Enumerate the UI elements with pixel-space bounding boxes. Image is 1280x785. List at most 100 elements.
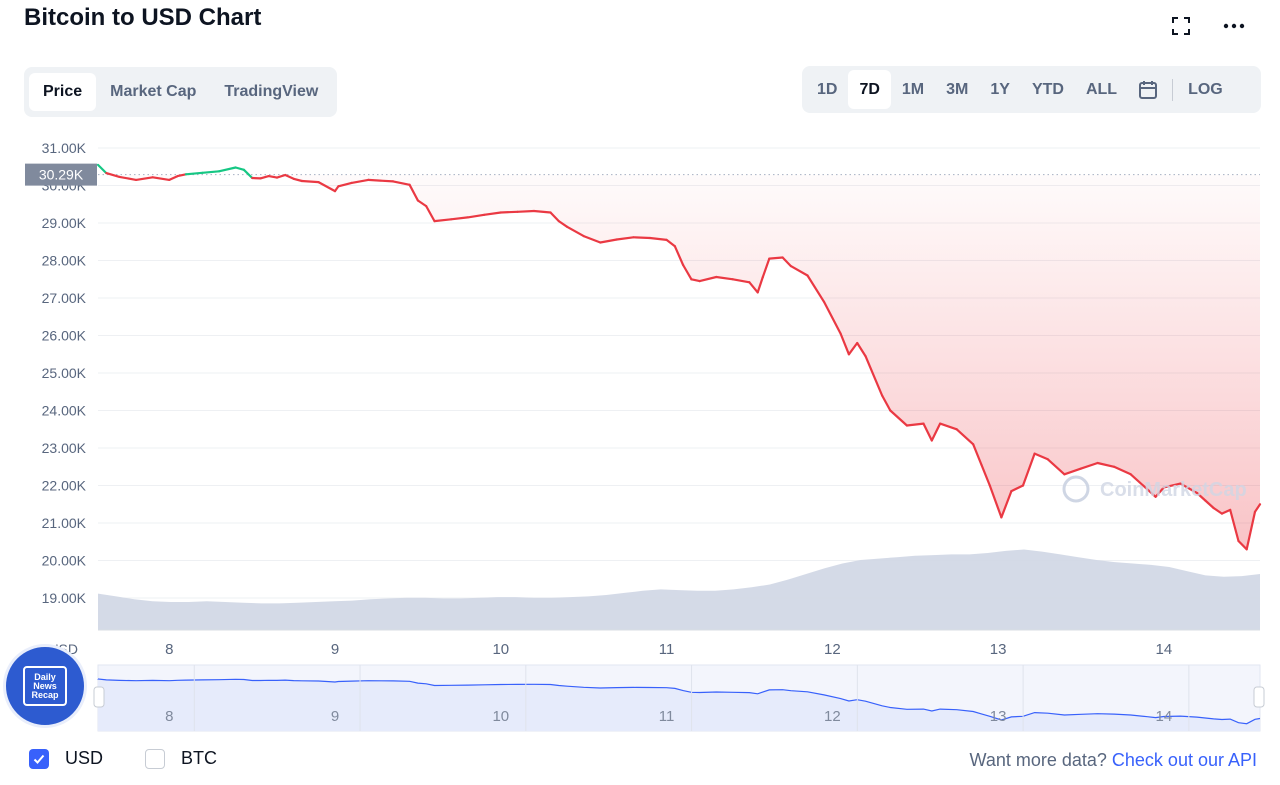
price-line-segment — [350, 178, 370, 184]
price-line-segment — [615, 236, 635, 241]
current-price-tag — [25, 163, 97, 186]
price-line-segment — [781, 256, 793, 268]
price-line-segment — [176, 173, 187, 178]
price-line-segment — [516, 209, 536, 213]
legend-usd[interactable]: USD — [29, 748, 103, 769]
usd-checkbox[interactable] — [29, 748, 49, 769]
price-line-segment — [1046, 458, 1066, 476]
navigator-line — [97, 678, 1261, 725]
price-line-segment — [416, 199, 428, 208]
price-line-segment — [1162, 482, 1182, 489]
price-line-segment — [275, 173, 287, 179]
y-tick-label: 21.00K — [42, 515, 87, 531]
range-divider — [1172, 78, 1174, 101]
x-tick-label: 14 — [1156, 641, 1173, 658]
price-line-segment — [549, 211, 560, 223]
price-line-segment — [118, 175, 138, 181]
price-line-segment — [632, 236, 652, 240]
price-line-segment — [1033, 452, 1049, 461]
price-line-segment — [425, 205, 436, 223]
price-line-segment — [151, 176, 171, 181]
api-link[interactable]: Check out our API — [1111, 750, 1257, 770]
price-line-segment — [337, 181, 353, 188]
y-tick-label: 31.00K — [42, 140, 87, 156]
range-1y[interactable]: 1Y — [990, 80, 1010, 98]
price-line-segment — [1096, 461, 1116, 468]
price-line-segment — [565, 225, 585, 238]
price-line-segment — [392, 180, 411, 186]
price-line-segment — [259, 175, 270, 180]
more-horizontal-icon[interactable] — [1220, 12, 1248, 40]
price-line-segment — [1063, 467, 1083, 476]
price-line-segment — [1010, 484, 1025, 493]
price-line-segment — [300, 179, 320, 184]
navigator-tick-label: 9 — [331, 708, 339, 725]
fullscreen-icon[interactable] — [1167, 12, 1195, 40]
calendar-icon[interactable] — [1128, 70, 1168, 109]
legend-btc[interactable]: BTC — [145, 748, 217, 769]
tab-price[interactable]: Price — [29, 73, 97, 111]
range-ytd[interactable]: YTD — [1031, 80, 1064, 98]
btc-checkbox[interactable] — [145, 748, 165, 769]
y-tick-label: 29.00K — [42, 215, 87, 231]
range-3m[interactable]: 3M — [946, 80, 969, 98]
navigator-tick-label: 8 — [165, 708, 173, 725]
price-line-segment — [105, 172, 121, 178]
price-line-segment — [1112, 465, 1132, 476]
price-line-segment — [450, 216, 469, 221]
price-line-segment — [1237, 539, 1248, 551]
price-line-segment — [806, 274, 826, 303]
range-all[interactable]: ALL — [1085, 80, 1118, 98]
tab-market-cap[interactable]: Market Cap — [110, 83, 197, 100]
navigator-tick-label: 11 — [659, 708, 675, 725]
price-line-segment — [690, 278, 701, 283]
price-line-segment — [217, 166, 237, 173]
price-line-segment — [880, 394, 892, 412]
price-line-segment — [681, 263, 693, 281]
coinmarketcap-watermark: CoinMarketCap — [1100, 479, 1247, 501]
price-line-segment — [582, 235, 602, 244]
price-line-segment — [599, 238, 618, 244]
price-line-segment — [756, 276, 764, 294]
y-tick-label: 28.00K — [42, 253, 87, 269]
x-tick-label: 8 — [165, 641, 173, 658]
price-line-segment — [922, 422, 933, 442]
price-line-segment — [532, 209, 552, 214]
price-line-segment — [317, 181, 337, 193]
price-line-segment — [768, 256, 784, 260]
price-line-segment — [1146, 488, 1157, 498]
price-line-segment — [980, 463, 991, 487]
navigator-right-handle[interactable] — [1253, 686, 1265, 708]
navigator-tick-label: 14 — [1156, 708, 1173, 725]
y-tick-label: 20.00K — [42, 553, 87, 569]
log-toggle[interactable]: LOG — [1188, 80, 1223, 98]
price-line-segment — [1079, 461, 1099, 470]
range-1d[interactable]: 1D — [817, 80, 838, 98]
price-line-segment — [698, 275, 718, 283]
price-line-segment — [201, 170, 221, 174]
price-line-segment — [789, 265, 809, 277]
api-promo: Want more data? Check out our API — [970, 750, 1258, 771]
price-line-segment — [168, 175, 179, 181]
api-prefix: Want more data? — [969, 750, 1112, 770]
price-line-segment — [847, 341, 859, 356]
price-line-segment — [433, 218, 453, 223]
time-range-selector: 1D 7D 1M 3M 1Y YTD ALL LOG — [802, 66, 1261, 113]
price-line-segment — [822, 300, 842, 335]
price-line-segment — [96, 163, 108, 175]
price-line-segment — [930, 422, 942, 442]
price-line-segment — [648, 236, 668, 241]
price-chart[interactable]: 31.00K30.00K29.00K28.00K27.00K26.00K25.0… — [0, 0, 1280, 745]
x-tick-label: 12 — [824, 641, 841, 658]
price-line-segment — [1179, 482, 1199, 495]
y-tick-label: 26.00K — [42, 328, 87, 344]
price-line-segment — [955, 428, 975, 446]
navigator-left-handle[interactable] — [93, 686, 105, 708]
price-line-segment — [1245, 510, 1257, 551]
x-tick-label: 9 — [331, 641, 339, 658]
price-line-segment — [1154, 486, 1166, 498]
range-1m[interactable]: 1M — [901, 80, 925, 98]
range-7d[interactable]: 7D — [848, 70, 891, 109]
tab-tradingview[interactable]: TradingView — [224, 83, 319, 100]
price-line-segment — [673, 245, 685, 267]
